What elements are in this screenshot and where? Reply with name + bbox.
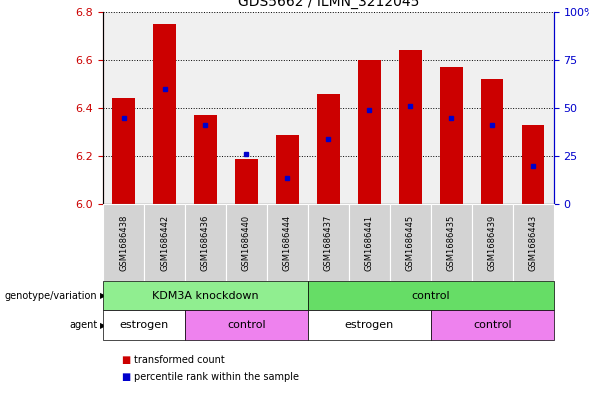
Text: GSM1686444: GSM1686444 (283, 215, 292, 271)
Text: GSM1686439: GSM1686439 (488, 215, 497, 271)
Text: GSM1686443: GSM1686443 (529, 215, 538, 271)
Text: GSM1686436: GSM1686436 (201, 215, 210, 271)
Bar (153, 24, 176, 204)
Text: control: control (227, 320, 266, 330)
Title: GDS5662 / ILMN_3212045: GDS5662 / ILMN_3212045 (238, 0, 419, 9)
Bar (317, 94, 340, 204)
Bar (522, 125, 544, 204)
Text: ▶: ▶ (100, 321, 107, 330)
Bar (399, 50, 422, 204)
Text: GSM1686437: GSM1686437 (324, 215, 333, 271)
Text: ▶: ▶ (100, 291, 107, 300)
Bar (440, 67, 462, 204)
Text: ■: ■ (121, 354, 130, 365)
Text: genotype/variation: genotype/variation (5, 291, 97, 301)
Text: control: control (412, 291, 450, 301)
Bar (358, 60, 380, 204)
Text: GSM1686438: GSM1686438 (119, 215, 128, 271)
Text: transformed count: transformed count (134, 354, 224, 365)
Text: percentile rank within the sample: percentile rank within the sample (134, 372, 299, 382)
Text: GSM1686441: GSM1686441 (365, 215, 374, 271)
Text: GSM1686445: GSM1686445 (406, 215, 415, 271)
Text: GSM1686440: GSM1686440 (242, 215, 251, 271)
Text: agent: agent (69, 320, 97, 330)
Bar (276, 134, 299, 204)
Bar (194, 115, 217, 204)
Text: estrogen: estrogen (120, 320, 168, 330)
Bar (112, 98, 135, 204)
Text: GSM1686435: GSM1686435 (446, 215, 456, 271)
Text: KDM3A knockdown: KDM3A knockdown (152, 291, 259, 301)
Bar (481, 79, 504, 204)
Text: GSM1686442: GSM1686442 (160, 215, 169, 271)
Bar (235, 159, 258, 204)
Text: estrogen: estrogen (345, 320, 394, 330)
Text: ■: ■ (121, 372, 130, 382)
Text: control: control (473, 320, 511, 330)
